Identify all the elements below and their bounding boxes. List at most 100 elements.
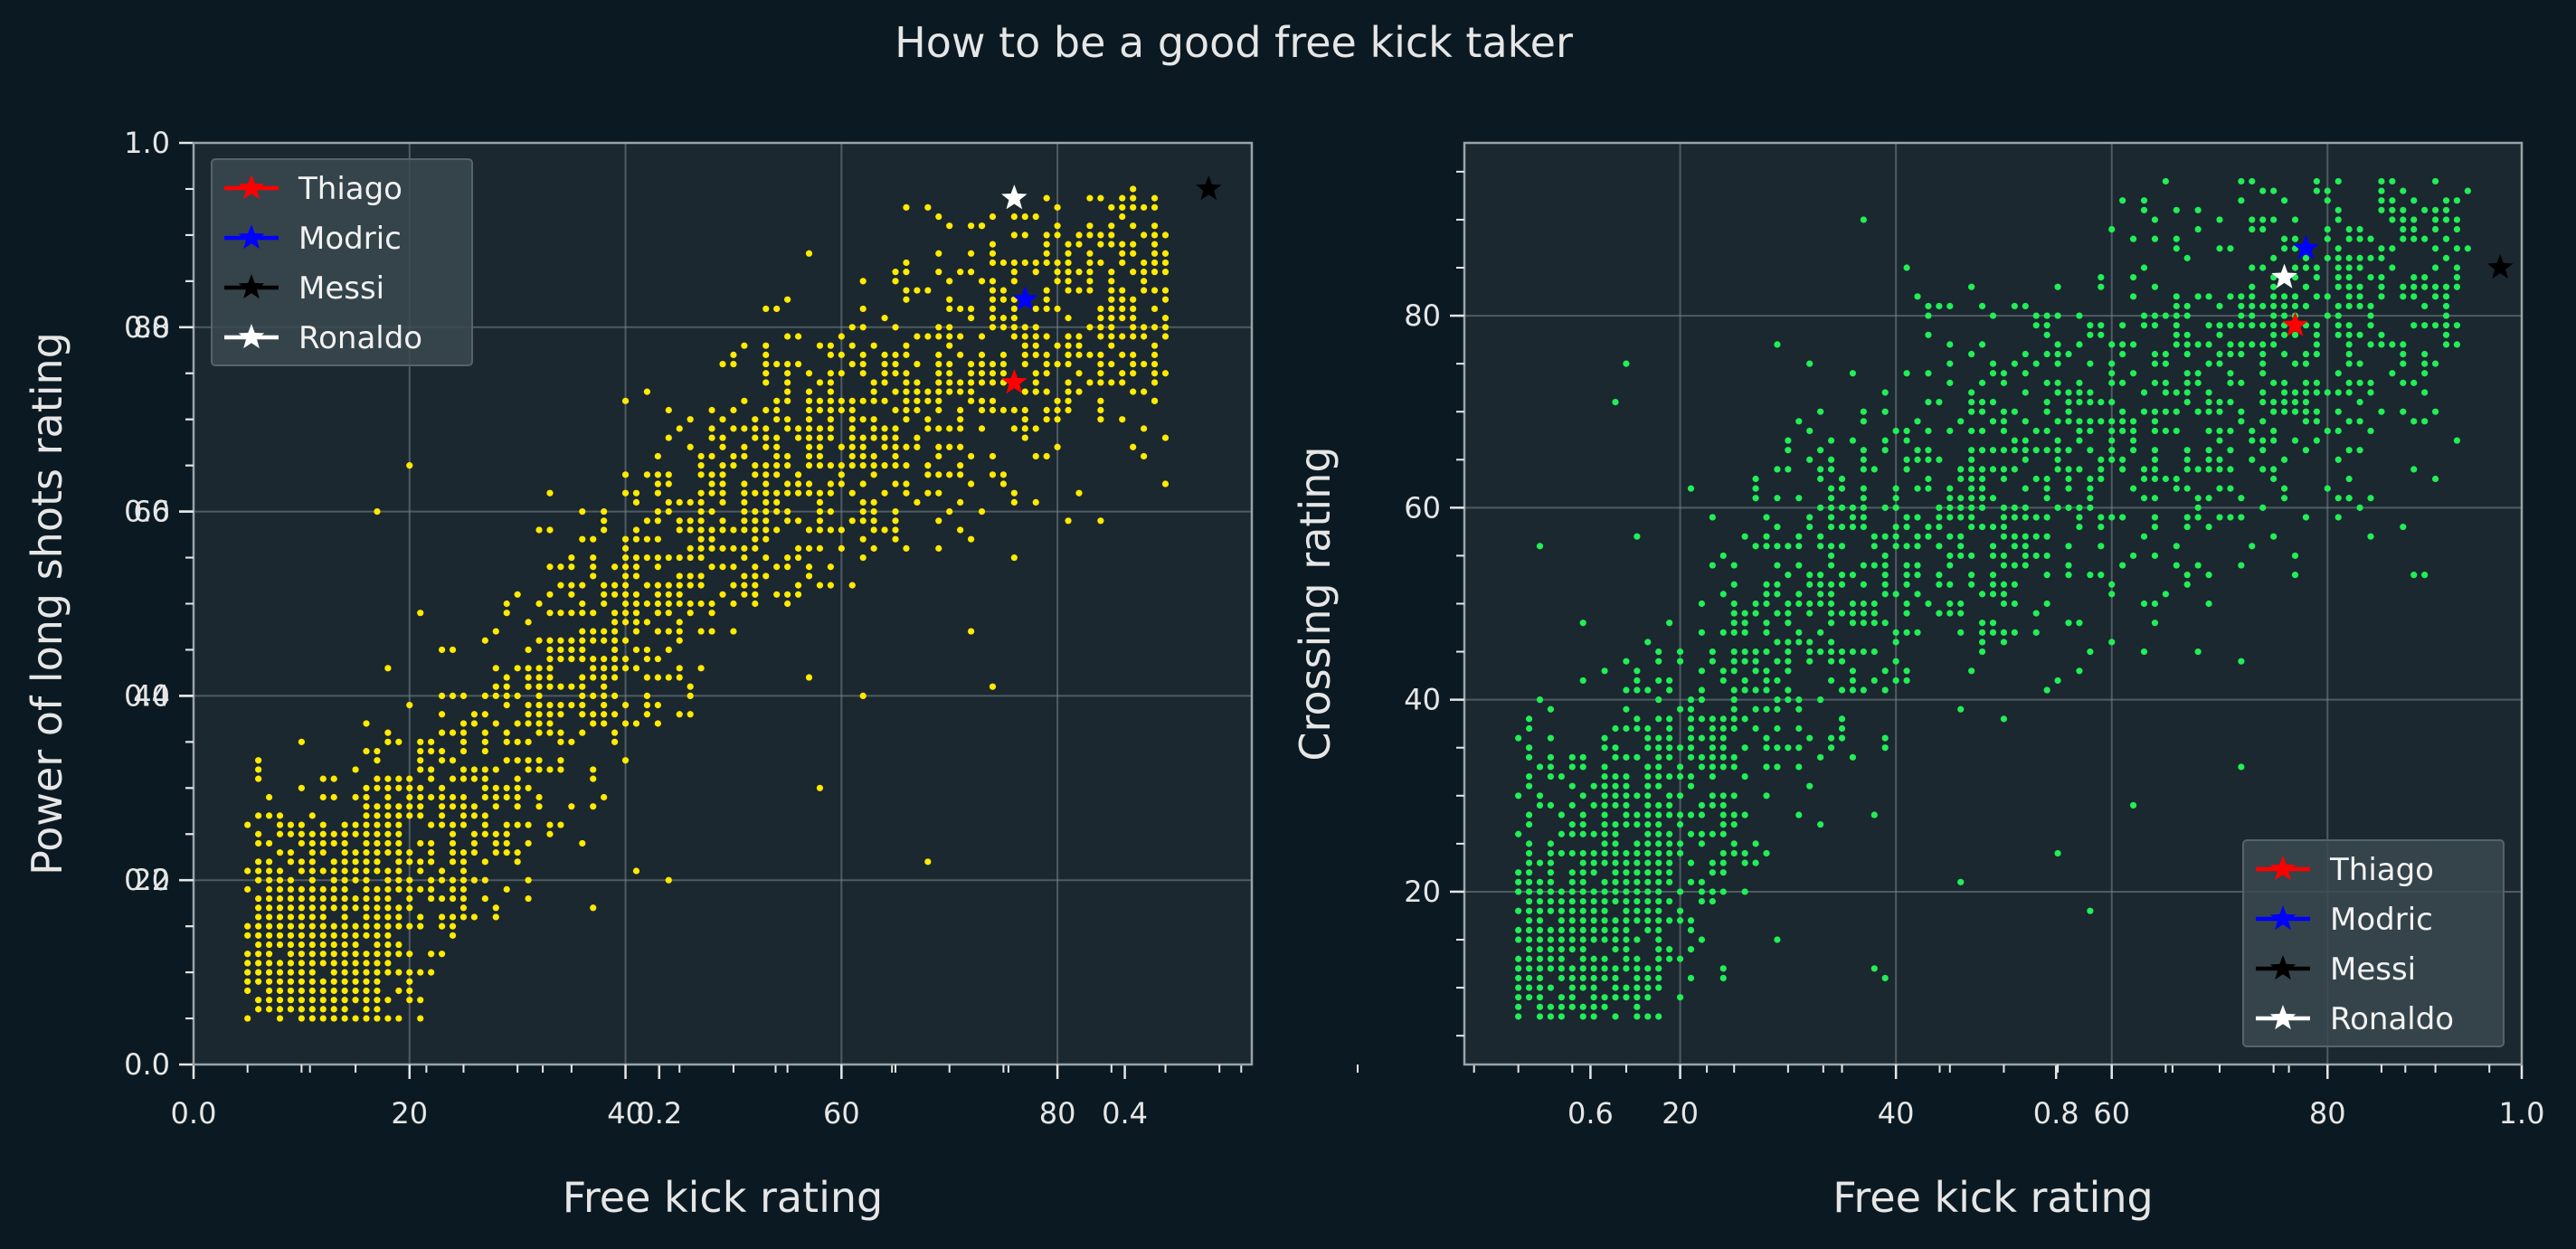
data-point xyxy=(621,600,630,608)
data-point xyxy=(1903,370,1910,377)
data-point xyxy=(2000,581,2008,588)
data-point xyxy=(1978,398,1986,406)
data-point xyxy=(762,480,770,487)
data-point xyxy=(2087,322,2094,329)
data-point xyxy=(1827,610,1835,617)
data-point xyxy=(2291,331,2299,338)
data-point xyxy=(741,498,748,506)
data-point xyxy=(2205,523,2212,531)
data-point xyxy=(1021,342,1028,349)
data-point xyxy=(1774,639,1781,646)
x-tick-label: 80 xyxy=(2309,1096,2346,1131)
data-point xyxy=(1741,648,1748,656)
data-point xyxy=(590,637,597,644)
data-point xyxy=(1021,259,1028,267)
data-point xyxy=(1536,965,1544,972)
data-point xyxy=(1774,696,1781,704)
data-point xyxy=(1097,259,1104,267)
data-point xyxy=(719,544,726,552)
data-point xyxy=(2054,350,2061,358)
data-point xyxy=(341,894,348,903)
data-point xyxy=(1108,287,1115,294)
data-point xyxy=(1698,686,1706,694)
data-point xyxy=(1644,984,1652,991)
data-point xyxy=(2227,466,2234,473)
data-point xyxy=(2000,639,2008,646)
data-point xyxy=(989,471,997,478)
data-point xyxy=(1687,753,1695,761)
data-point xyxy=(741,425,748,432)
data-point xyxy=(1817,543,1824,550)
data-point xyxy=(741,508,748,516)
data-point xyxy=(794,480,802,487)
data-point xyxy=(2270,283,2278,290)
data-point xyxy=(428,876,435,884)
data-point xyxy=(794,554,802,562)
data-point xyxy=(1989,591,1997,598)
data-point xyxy=(1161,370,1170,377)
data-point xyxy=(1547,753,1555,761)
data-point xyxy=(535,803,543,810)
data-point xyxy=(503,683,510,690)
data-point xyxy=(363,839,370,847)
data-point xyxy=(1989,581,1997,588)
data-point xyxy=(1946,562,1954,569)
data-point xyxy=(514,803,521,810)
data-point xyxy=(2032,533,2040,540)
data-point xyxy=(903,342,910,349)
data-point xyxy=(1914,418,1921,425)
data-point xyxy=(481,894,488,903)
data-point xyxy=(330,830,337,837)
data-point xyxy=(2043,447,2050,454)
data-point xyxy=(2162,360,2169,367)
data-point xyxy=(1838,504,1846,511)
data-point xyxy=(395,1015,402,1022)
data-point xyxy=(1817,408,1824,415)
data-point xyxy=(1623,811,1630,818)
data-point xyxy=(330,960,337,967)
data-point xyxy=(1936,543,1943,550)
data-point xyxy=(417,784,424,791)
data-point xyxy=(2119,562,2126,569)
data-point xyxy=(1849,523,1857,531)
data-point xyxy=(1130,315,1137,322)
data-point xyxy=(1730,792,1738,800)
data-point xyxy=(1946,427,1954,435)
data-point xyxy=(1010,406,1018,414)
data-point xyxy=(687,544,694,552)
data-point xyxy=(1054,222,1061,230)
data-point xyxy=(406,775,413,782)
data-point xyxy=(1536,917,1544,924)
data-point xyxy=(1043,406,1050,414)
data-point xyxy=(2356,264,2363,271)
data-point xyxy=(1075,388,1083,395)
data-point xyxy=(265,876,273,884)
data-point xyxy=(470,766,478,773)
data-point xyxy=(1849,514,1857,521)
data-point xyxy=(870,379,877,386)
data-point xyxy=(1774,610,1781,617)
data-point xyxy=(2324,293,2331,300)
data-point xyxy=(1774,523,1781,531)
data-point xyxy=(1957,600,1965,608)
data-point xyxy=(2043,475,2050,483)
data-point xyxy=(2140,264,2148,271)
data-point xyxy=(1644,965,1652,972)
data-point xyxy=(2183,312,2191,319)
data-point xyxy=(903,480,910,487)
data-point xyxy=(438,729,446,736)
data-point xyxy=(2302,389,2310,396)
data-point xyxy=(1860,581,1867,588)
data-point xyxy=(1946,581,1954,588)
data-point xyxy=(2367,533,2374,540)
data-point xyxy=(2216,331,2223,338)
data-point xyxy=(384,775,392,782)
data-point xyxy=(773,305,781,313)
data-point xyxy=(1558,888,1565,895)
data-point xyxy=(1968,667,1975,675)
data-point xyxy=(1119,370,1126,377)
data-point xyxy=(1590,955,1597,962)
data-point xyxy=(1547,840,1555,847)
data-point xyxy=(697,628,705,635)
data-point xyxy=(967,250,975,257)
